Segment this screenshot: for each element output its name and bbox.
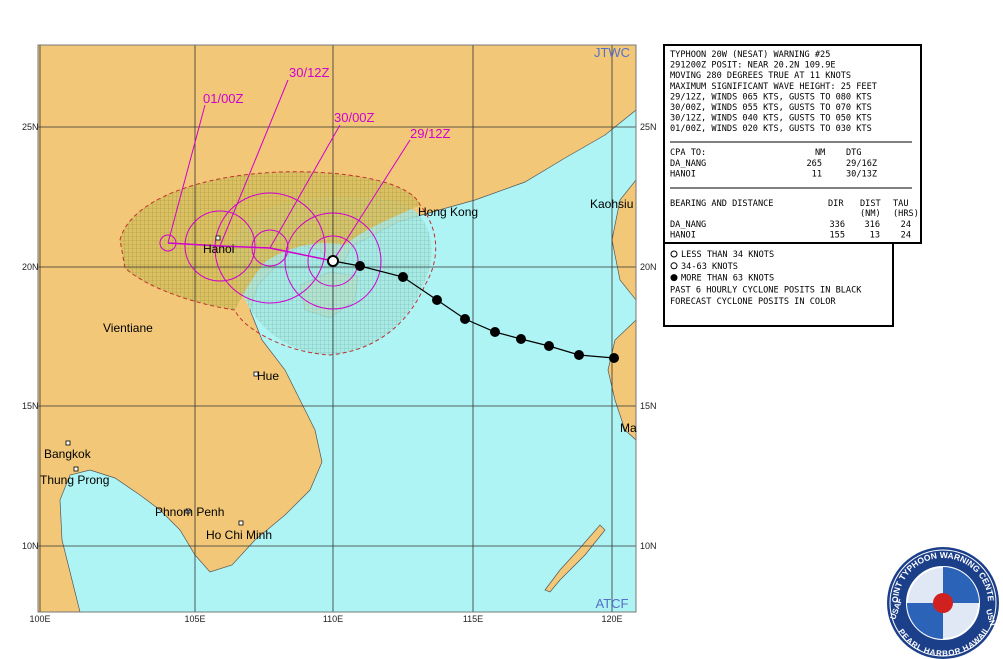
warning-line: 30/00Z, WINDS 055 KTS, GUSTS TO 070 KTS bbox=[670, 103, 872, 113]
map-frame bbox=[37, 44, 637, 613]
warning-line: MOVING 280 DEGREES TRUE AT 11 KNOTS bbox=[670, 71, 851, 81]
lat-label: 10N bbox=[640, 541, 657, 551]
bearing-subheader: (HRS) bbox=[893, 209, 919, 219]
agency-bottom: ATCF bbox=[596, 596, 629, 611]
bearing-cell: DA_NANG bbox=[670, 220, 706, 230]
map bbox=[38, 45, 636, 612]
bearing-cell: 13 bbox=[870, 231, 880, 241]
city-markers bbox=[65, 235, 259, 526]
cpa-header: DTG bbox=[846, 148, 862, 158]
forecast-track bbox=[167, 242, 334, 262]
lat-label: 20N bbox=[640, 262, 657, 272]
bearing-cell: 316 bbox=[864, 220, 880, 230]
forecast-callouts bbox=[167, 79, 411, 262]
warning-box bbox=[663, 44, 922, 327]
place-label: Ma bbox=[620, 421, 637, 435]
place-label: Hanoi bbox=[203, 242, 234, 256]
place-label: Thung Prong bbox=[40, 473, 109, 487]
lon-label: 100E bbox=[29, 614, 50, 624]
current-position bbox=[327, 255, 339, 267]
legend-symbol bbox=[670, 250, 678, 258]
cpa-header: CPA TO: bbox=[670, 148, 706, 158]
bearing-cell: 155 bbox=[829, 231, 845, 241]
lon-label: 120E bbox=[601, 614, 622, 624]
lon-label: 115E bbox=[463, 614, 483, 624]
warning-line: 30/12Z, WINDS 040 KTS, GUSTS TO 050 KTS bbox=[670, 114, 872, 124]
legend-line: 34-63 KNOTS bbox=[681, 262, 738, 272]
place-label: Hong Kong bbox=[418, 205, 478, 219]
logo-right: USN bbox=[984, 608, 997, 627]
place-label: Phnom Penh bbox=[155, 505, 224, 519]
forecast-label: 30/00Z bbox=[334, 110, 375, 125]
place-label: Kaohsiu bbox=[590, 197, 633, 211]
cpa-cell: DA_NANG bbox=[670, 159, 706, 169]
bearing-header: DIR bbox=[828, 199, 844, 209]
graticule bbox=[38, 45, 636, 612]
lat-label: 15N bbox=[640, 401, 657, 411]
lat-label: 10N bbox=[22, 541, 39, 551]
past-positions bbox=[355, 261, 619, 363]
bearing-cell: 24 bbox=[901, 220, 911, 230]
forecast-label: 29/12Z bbox=[410, 126, 451, 141]
lon-label: 105E bbox=[184, 614, 205, 624]
bearing-cell: 24 bbox=[901, 231, 911, 241]
warning-line: MAXIMUM SIGNIFICANT WAVE HEIGHT: 25 FEET bbox=[670, 82, 877, 92]
mainland bbox=[38, 45, 636, 612]
lat-label: 15N bbox=[22, 401, 39, 411]
bearing-header: BEARING AND DISTANCE bbox=[670, 199, 773, 209]
warning-line: 01/00Z, WINDS 020 KTS, GUSTS TO 030 KTS bbox=[670, 124, 872, 134]
legend-line: FORECAST CYCLONE POSITS IN COLOR bbox=[670, 297, 836, 307]
bearing-cell: HANOI bbox=[670, 231, 696, 241]
lon-label: 110E bbox=[323, 614, 343, 624]
lat-label: 20N bbox=[22, 262, 39, 272]
legend-line: PAST 6 HOURLY CYCLONE POSITS IN BLACK bbox=[670, 285, 862, 295]
place-label: Ho Chi Minh bbox=[206, 528, 272, 542]
cpa-cell: 29/16Z bbox=[846, 159, 877, 169]
legend-symbol bbox=[670, 262, 678, 270]
warning-line: 291200Z POSIT: NEAR 20.2N 109.9E bbox=[670, 61, 836, 71]
cpa-cell: HANOI bbox=[670, 170, 696, 180]
agency-top: JTWC bbox=[594, 45, 630, 60]
cpa-cell: 265 bbox=[806, 159, 822, 169]
legend-line: MORE THAN 63 KNOTS bbox=[681, 274, 774, 284]
bearing-header: DIST bbox=[860, 199, 881, 209]
forecast-label: 01/00Z bbox=[203, 91, 244, 106]
bearing-cell: 336 bbox=[829, 220, 845, 230]
place-label: Hue bbox=[257, 369, 279, 383]
warning-line: TYPHOON 20W (NESAT) WARNING #25 bbox=[670, 50, 830, 60]
lat-label: 25N bbox=[640, 122, 657, 132]
legend-symbol bbox=[670, 274, 678, 282]
bearing-subheader: (NM) bbox=[860, 209, 881, 219]
lat-label: 25N bbox=[22, 122, 39, 132]
taiwan bbox=[611, 179, 636, 301]
place-label: Bangkok bbox=[44, 447, 92, 461]
cpa-header: NM bbox=[815, 148, 825, 158]
luzon bbox=[607, 319, 636, 441]
place-label: Vientiane bbox=[103, 321, 153, 335]
legend-line: LESS THAN 34 KNOTS bbox=[681, 250, 774, 260]
cpa-cell: 11 bbox=[812, 170, 822, 180]
warning-line: 29/12Z, WINDS 065 KTS, GUSTS TO 080 KTS bbox=[670, 92, 872, 102]
forecast-label: 30/12Z bbox=[289, 65, 330, 80]
bearing-header: TAU bbox=[893, 199, 909, 209]
palawan bbox=[544, 524, 606, 593]
past-track bbox=[332, 260, 615, 359]
cpa-cell: 30/13Z bbox=[846, 170, 877, 180]
